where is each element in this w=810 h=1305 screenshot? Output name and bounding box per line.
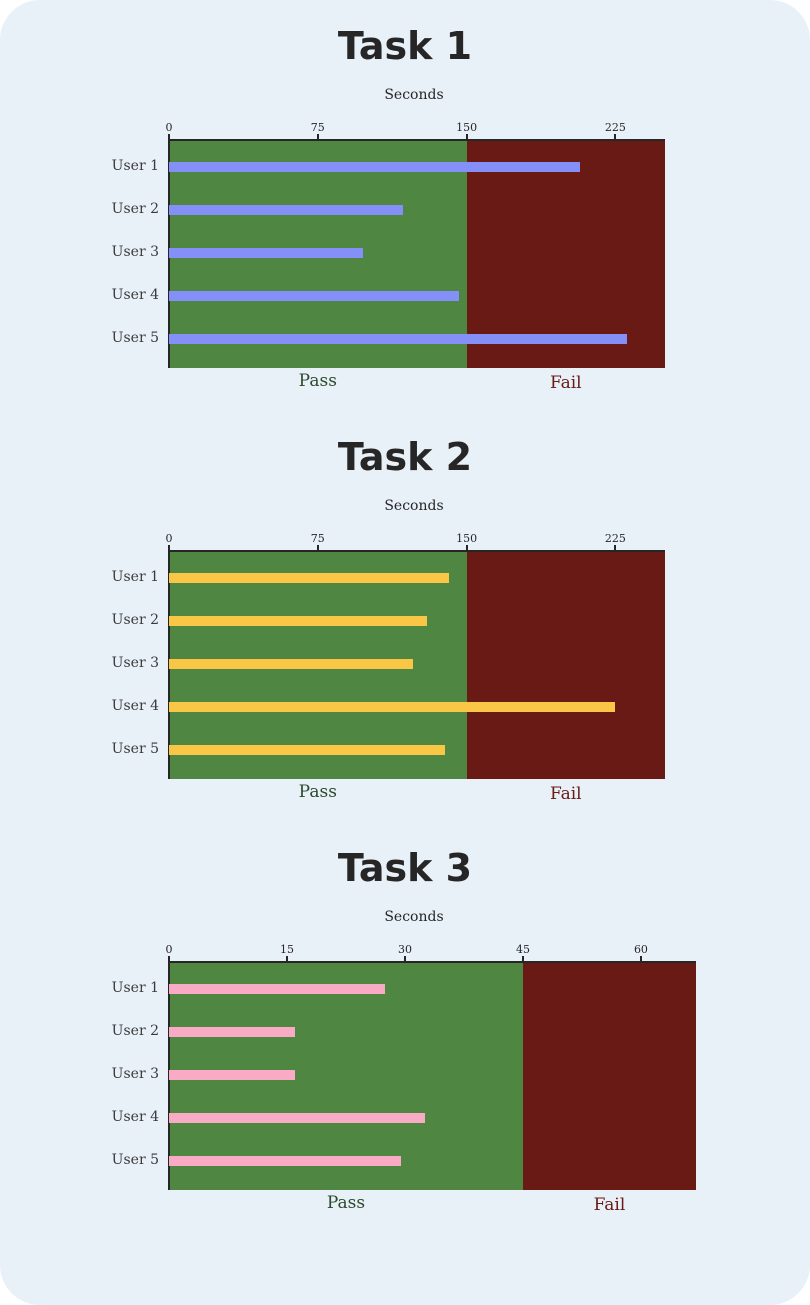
- y-category-label: User 5: [111, 1152, 159, 1168]
- x-tick: [465, 545, 468, 552]
- x-tick-label: 75: [310, 532, 325, 545]
- pass-label: Pass: [298, 782, 337, 802]
- chart-title: Task 1: [337, 24, 473, 68]
- y-category-label: User 2: [111, 1023, 159, 1039]
- x-tick: [168, 134, 170, 141]
- x-tick-label: 75: [310, 121, 325, 134]
- x-axis-label: Seconds: [384, 498, 444, 514]
- task-3-chart: Task 3 Seconds Pass Fail 0 15 30 45 60 User 1 Us…: [0, 822, 810, 1233]
- x-tick-label: 150: [456, 121, 478, 134]
- data-bar: [169, 248, 364, 258]
- data-bar: [169, 1027, 295, 1037]
- y-category-label: User 1: [111, 158, 159, 174]
- x-axis-line: [168, 139, 665, 141]
- task-2-chart: Task 2 Seconds Pass Fail 0 75 150 225 User 1 Us…: [0, 411, 810, 822]
- x-tick: [403, 956, 406, 963]
- fail-label: Fail: [549, 784, 582, 804]
- data-bar: [169, 573, 449, 583]
- y-category-label: User 2: [111, 201, 159, 217]
- data-bar: [169, 984, 386, 994]
- data-bar: [169, 1156, 402, 1166]
- data-bar: [169, 616, 427, 626]
- pass-label: Pass: [298, 371, 337, 391]
- data-bar: [169, 334, 628, 344]
- y-category-label: User 4: [111, 698, 159, 714]
- x-axis-label: Seconds: [384, 87, 444, 103]
- x-tick: [316, 545, 319, 552]
- x-tick: [316, 134, 319, 141]
- x-tick: [521, 956, 524, 963]
- y-category-label: User 5: [111, 741, 159, 757]
- x-tick-label: 30: [397, 943, 412, 956]
- data-bar: [169, 1070, 295, 1080]
- x-tick-label: 0: [165, 943, 173, 956]
- data-bar: [169, 162, 580, 172]
- x-tick: [639, 956, 642, 963]
- pass-label: Pass: [326, 1193, 366, 1213]
- y-category-label: User 1: [111, 980, 159, 996]
- fail-label: Fail: [549, 373, 582, 393]
- chart-title: Task 3: [337, 846, 473, 890]
- data-bar: [169, 702, 616, 712]
- x-tick-label: 0: [165, 532, 173, 545]
- fail-zone: [466, 552, 665, 779]
- x-axis-line: [168, 550, 665, 552]
- x-tick-label: 225: [604, 121, 626, 134]
- fail-zone: [466, 141, 665, 368]
- y-category-label: User 5: [111, 330, 159, 346]
- y-category-label: User 1: [111, 569, 159, 585]
- data-bar: [169, 291, 459, 301]
- fail-label: Fail: [593, 1195, 626, 1215]
- y-category-label: User 3: [111, 655, 159, 671]
- data-bar: [169, 745, 445, 755]
- x-tick: [465, 134, 468, 141]
- task-1-chart: Task 1 Seconds Pass Fail 0 75 150 225 User 1 Us…: [0, 0, 810, 411]
- data-bar: [169, 205, 404, 215]
- y-category-label: User 3: [111, 244, 159, 260]
- x-tick-label: 60: [633, 943, 648, 956]
- x-tick: [168, 545, 170, 552]
- x-tick: [168, 956, 170, 963]
- x-axis-line: [168, 961, 696, 963]
- y-category-label: User 3: [111, 1066, 159, 1082]
- x-axis-label: Seconds: [384, 909, 444, 925]
- chart-title: Task 2: [337, 435, 473, 479]
- x-tick-label: 225: [604, 532, 626, 545]
- x-tick-label: 0: [165, 121, 173, 134]
- y-category-label: User 4: [111, 1109, 159, 1125]
- y-category-label: User 2: [111, 612, 159, 628]
- data-bar: [169, 1113, 425, 1123]
- data-bar: [169, 659, 414, 669]
- x-tick-label: 15: [279, 943, 294, 956]
- fail-zone: [522, 963, 696, 1190]
- x-tick: [285, 956, 288, 963]
- x-tick-label: 45: [515, 943, 530, 956]
- x-tick: [614, 134, 617, 141]
- x-tick-label: 150: [456, 532, 478, 545]
- y-category-label: User 4: [111, 287, 159, 303]
- x-tick: [614, 545, 617, 552]
